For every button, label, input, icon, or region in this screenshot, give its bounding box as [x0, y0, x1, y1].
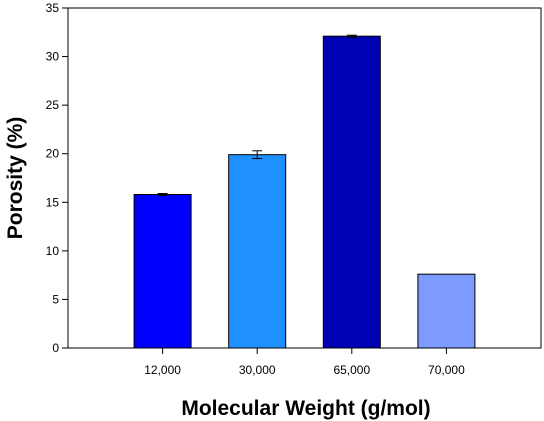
x-tick-label: 65,000 — [333, 363, 370, 377]
bar — [228, 154, 287, 349]
y-tick-label: 15 — [46, 195, 60, 209]
x-tick-label: 30,000 — [239, 363, 276, 377]
y-tick-label: 25 — [46, 98, 60, 112]
y-tick-label: 0 — [52, 341, 59, 355]
ticks-group: 0 5 10 15 20 25 30 35 12,000 30,000 65,000 70,000 — [46, 1, 465, 377]
bar — [133, 194, 192, 349]
error-bars-group — [157, 34, 357, 196]
y-tick-label: 30 — [46, 50, 60, 64]
bar — [322, 35, 381, 349]
plot-axes — [67, 7, 542, 349]
y-tick-label: 10 — [46, 244, 60, 258]
y-axis-title: Porosity (%) — [4, 117, 27, 240]
bars-group — [133, 35, 476, 349]
plot-frame — [67, 7, 542, 349]
x-tick-label: 70,000 — [428, 363, 465, 377]
y-tick-label: 20 — [46, 147, 60, 161]
x-tick-label: 12,000 — [144, 363, 181, 377]
x-axis-title: Molecular Weight (g/mol) — [181, 397, 430, 420]
y-tick-label: 35 — [46, 1, 60, 15]
y-tick-label: 5 — [52, 292, 59, 306]
bar — [417, 273, 476, 349]
